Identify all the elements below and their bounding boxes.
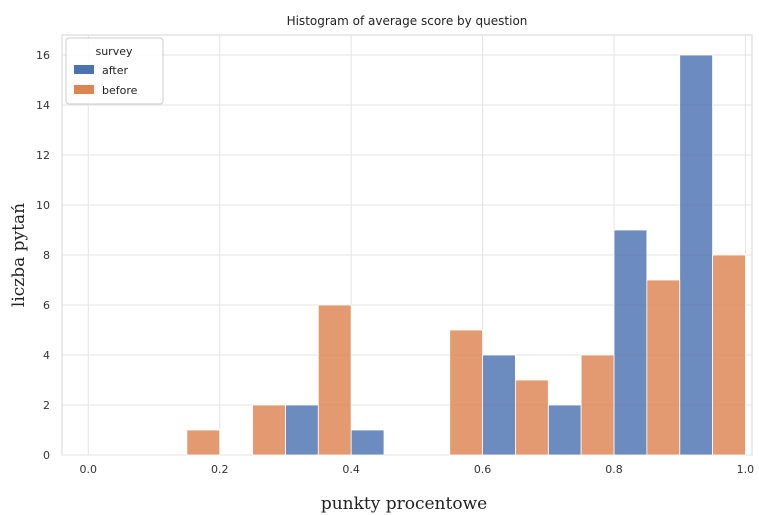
- legend-swatch-before: [74, 85, 94, 94]
- x-tick-label: 1.0: [737, 463, 755, 476]
- x-tick-label: 0.6: [474, 463, 492, 476]
- legend-swatch-after: [74, 65, 94, 74]
- x-tick-label: 0.0: [80, 463, 98, 476]
- bar-before: [515, 379, 549, 456]
- x-tick-label: 0.2: [211, 463, 229, 476]
- ticks: 0.0 0.2 0.4 0.6 0.8 1.0 0 2 4 6 8 10 12 14 16: [36, 49, 754, 476]
- x-tick-label: 0.8: [605, 463, 623, 476]
- y-tick-label: 4: [43, 349, 50, 362]
- bar-before: [449, 329, 483, 456]
- bar-before: [646, 279, 681, 456]
- x-tick-label: 0.4: [342, 463, 360, 476]
- y-tick-label: 14: [36, 99, 50, 112]
- bar-before: [580, 354, 615, 456]
- bar-after: [613, 229, 648, 456]
- y-tick-label: 16: [36, 49, 50, 62]
- legend-label-before: before: [102, 84, 138, 97]
- y-axis-label: liczba pytań: [9, 203, 29, 307]
- bar-before: [712, 254, 746, 456]
- bar-after: [547, 404, 582, 456]
- y-tick-label: 8: [43, 249, 50, 262]
- bars: [186, 54, 746, 456]
- bar-before: [186, 429, 221, 456]
- legend: survey after before: [65, 37, 164, 105]
- bar-after: [285, 404, 319, 456]
- bar-after: [679, 54, 713, 456]
- bar-after: [482, 354, 516, 456]
- y-tick-label: 0: [43, 449, 50, 462]
- bar-before: [317, 304, 352, 456]
- x-axis-label: punkty procentowe: [321, 494, 487, 514]
- legend-title: survey: [95, 45, 133, 58]
- y-tick-label: 2: [43, 399, 50, 412]
- bar-before: [252, 404, 286, 456]
- bar-after: [350, 429, 385, 456]
- chart-title: Histogram of average score by question: [287, 14, 528, 28]
- legend-label-after: after: [102, 64, 129, 77]
- y-tick-label: 6: [43, 299, 50, 312]
- y-tick-label: 10: [36, 199, 50, 212]
- y-tick-label: 12: [36, 149, 50, 162]
